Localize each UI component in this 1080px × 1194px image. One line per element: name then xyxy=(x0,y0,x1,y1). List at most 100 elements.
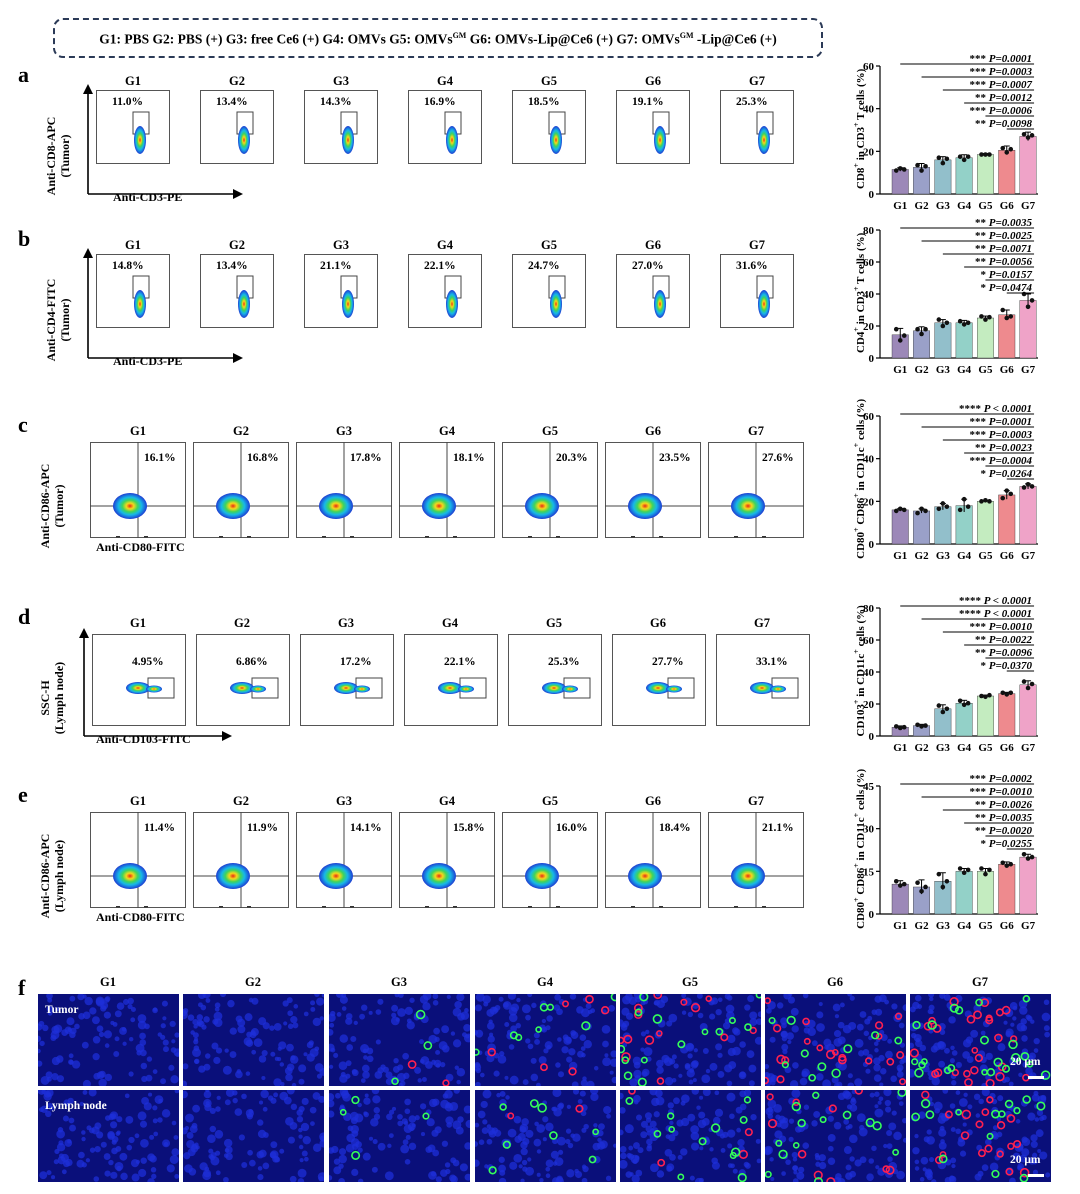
nucleus xyxy=(1010,1022,1015,1027)
cell-population-blob xyxy=(319,863,353,889)
y-tick-label: 0 xyxy=(869,189,875,201)
nucleus xyxy=(686,1069,695,1078)
nucleus xyxy=(363,1111,369,1118)
nucleus xyxy=(534,1121,539,1127)
nucleus xyxy=(690,1060,699,1069)
nucleus xyxy=(257,1174,264,1181)
nucleus xyxy=(508,1013,518,1023)
axis-tick xyxy=(762,536,766,538)
nucleus xyxy=(518,1164,523,1169)
nucleus xyxy=(714,1108,724,1117)
nucleus xyxy=(558,1149,564,1155)
group-label-g5: G5 xyxy=(542,424,558,438)
cell-population-blob xyxy=(342,290,354,318)
significance-stars: **** xyxy=(959,403,984,415)
bar-g2 xyxy=(913,510,930,545)
nucleus xyxy=(981,1164,989,1171)
nucleus xyxy=(109,1111,119,1120)
nucleus xyxy=(653,1111,660,1118)
green-cell xyxy=(1001,1064,1011,1073)
cell-population-blob xyxy=(550,126,562,154)
nucleus xyxy=(329,1064,334,1069)
nucleus xyxy=(770,1176,775,1181)
nucleus xyxy=(286,1043,294,1052)
nucleus xyxy=(465,1119,470,1129)
nucleus xyxy=(414,1066,422,1074)
nucleus xyxy=(45,1090,54,1097)
data-point xyxy=(915,510,920,516)
nucleus xyxy=(877,1100,882,1105)
nucleus xyxy=(976,1144,983,1151)
green-cell xyxy=(791,1101,802,1112)
nucleus xyxy=(116,1002,125,1010)
nucleus xyxy=(494,1004,501,1011)
nucleus xyxy=(536,1124,546,1133)
nucleus xyxy=(572,1133,581,1142)
nucleus xyxy=(687,1053,693,1059)
nucleus xyxy=(475,1067,482,1074)
nucleus xyxy=(929,1009,934,1015)
nucleus xyxy=(183,1090,188,1099)
nucleus xyxy=(103,997,110,1003)
cell-population-blob xyxy=(654,290,666,318)
nucleus xyxy=(837,1177,846,1182)
green-cell xyxy=(1020,1052,1030,1061)
nucleus xyxy=(911,1032,917,1039)
nucleus xyxy=(433,1027,440,1035)
nucleus xyxy=(919,1044,927,1052)
data-point xyxy=(940,501,946,506)
percentage-label-g2: 6.86% xyxy=(236,656,268,668)
nucleus xyxy=(655,1090,663,1098)
x-tick-label-g3: G3 xyxy=(936,200,951,212)
group-label-g1: G1 xyxy=(130,794,146,808)
nucleus xyxy=(357,1102,362,1108)
nucleus xyxy=(185,1113,194,1123)
data-point xyxy=(897,725,903,731)
red-cell xyxy=(921,1090,930,1100)
nucleus xyxy=(103,1153,111,1160)
nucleus xyxy=(137,1020,147,1030)
nucleus xyxy=(262,1106,268,1112)
cell-population-blob xyxy=(230,682,254,694)
nucleus xyxy=(873,1064,881,1072)
green-cell xyxy=(535,1026,542,1033)
significance-stars: * xyxy=(981,282,989,294)
nucleus xyxy=(214,1006,220,1012)
nucleus xyxy=(792,1157,798,1162)
group-label-g2: G2 xyxy=(229,74,245,88)
nucleus xyxy=(914,1159,920,1165)
nucleus xyxy=(186,1139,195,1149)
x-tick-label-g1: G1 xyxy=(893,920,907,932)
nucleus xyxy=(189,1125,198,1134)
significance-stars: ** xyxy=(975,217,989,229)
nucleus xyxy=(729,1113,735,1120)
nucleus xyxy=(569,994,577,1000)
chart-y-axis-label: CD4+ in CD3+ T cells (%) xyxy=(852,232,867,353)
percentage-label-g6: 19.1% xyxy=(632,96,664,108)
nucleus xyxy=(577,1098,583,1104)
nucleus xyxy=(531,1002,537,1009)
nucleus xyxy=(642,1068,650,1077)
flow-axes-arrows xyxy=(79,628,232,741)
red-cell xyxy=(886,1057,895,1066)
nucleus xyxy=(224,1048,229,1053)
nucleus xyxy=(879,1082,884,1086)
nucleus xyxy=(104,1073,113,1082)
axis-tick xyxy=(425,536,429,538)
data-point xyxy=(897,883,903,888)
nucleus xyxy=(847,1082,855,1086)
x-tick-label-g4: G4 xyxy=(957,364,972,376)
nucleus xyxy=(318,1176,324,1182)
nucleus xyxy=(818,1001,823,1007)
nucleus xyxy=(698,1111,706,1119)
panel-letter-c: c xyxy=(18,412,28,437)
nucleus xyxy=(104,1170,111,1177)
nucleus xyxy=(62,1115,69,1122)
nucleus xyxy=(452,1007,462,1017)
nucleus xyxy=(673,1063,679,1069)
nucleus xyxy=(950,1045,955,1051)
data-point xyxy=(979,152,984,157)
nucleus xyxy=(257,1166,263,1171)
nucleus xyxy=(666,1020,673,1027)
nucleus xyxy=(215,1047,223,1054)
